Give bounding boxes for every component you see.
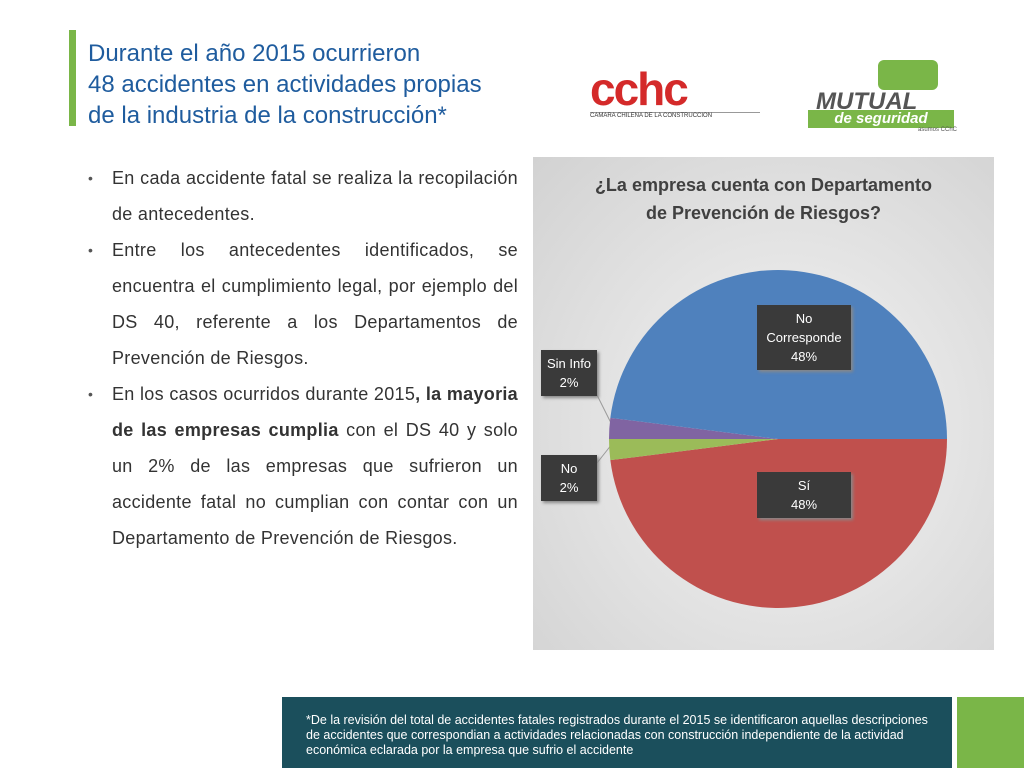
title-line: de la industria de la construcción*: [88, 102, 447, 129]
footnote-box: *De la revisión del total de accidentes …: [282, 697, 952, 768]
bullet-text: , la mayoria de las empresas cumplia: [112, 384, 518, 440]
pie-slice: [609, 439, 778, 461]
cchc-text: CAMARA CHILENA DE LA CONSTRUCCION: [590, 112, 760, 119]
bullet: Entre los antecedentes identificados, se…: [88, 232, 518, 376]
chart-title-line: de Prevención de Riesgos?: [645, 203, 882, 223]
label-text: 48%: [790, 349, 818, 364]
bullet-list: En cada accidente fatal se realiza la re…: [88, 160, 518, 556]
chart-title-line: ¿La empresa cuenta con Departamento: [594, 175, 933, 195]
label-text: Sí: [797, 478, 811, 493]
bullet-text: Entre los antecedentes identificados, se…: [112, 240, 518, 368]
pie-slice: [609, 417, 778, 439]
title-line: Durante el año 2015 ocurrieron: [88, 40, 421, 67]
label-text: No Corresponde: [766, 311, 842, 345]
footer-accent: [957, 697, 1024, 768]
bullet-text: En los casos ocurridos durante 2015: [112, 384, 416, 404]
data-label: Sí 48%: [757, 472, 851, 518]
data-label: Sin Info 2%: [541, 350, 597, 396]
label-text: 48%: [790, 497, 818, 512]
mutual-tag: asumos CChC: [918, 127, 958, 133]
label-text: 2%: [559, 480, 579, 495]
mutual-logo: MUTUAL de seguridad asumos CChC: [808, 60, 958, 133]
pie-slice: [610, 439, 947, 609]
footnote: *De la revisión del total de accidentes …: [306, 713, 928, 757]
bullet: En los casos ocurridos durante 2015, la …: [88, 376, 518, 556]
slide-title: Durante el año 2015 ocurrieron 48 accide…: [88, 38, 482, 131]
leader-line: [596, 394, 613, 426]
bullet: En cada accidente fatal se realiza la re…: [88, 160, 518, 232]
cchc-mark: cchc: [590, 63, 689, 115]
chart-title: ¿La empresa cuenta con Departamento de P…: [533, 171, 994, 227]
label-text: 2%: [559, 375, 579, 390]
cchc-logo: cchc CAMARA CHILENA DE LA CONSTRUCCION: [590, 66, 760, 122]
accent-bar: [69, 30, 76, 126]
chart-panel: ¿La empresa cuenta con Departamento de P…: [533, 157, 994, 650]
label-text: No: [560, 461, 578, 476]
data-label: No Corresponde 48%: [757, 305, 851, 370]
label-text: Sin Info: [546, 356, 592, 371]
bullet-text: con el DS 40 y solo un 2% de las empresa…: [112, 420, 518, 548]
data-label: No 2%: [541, 455, 597, 501]
pie-chart: [596, 269, 947, 609]
bullet-text: En cada accidente fatal se realiza la re…: [112, 168, 518, 224]
title-line: 48 accidentes en actividades propias: [88, 71, 482, 98]
mutual-sub: de seguridad: [808, 110, 954, 128]
